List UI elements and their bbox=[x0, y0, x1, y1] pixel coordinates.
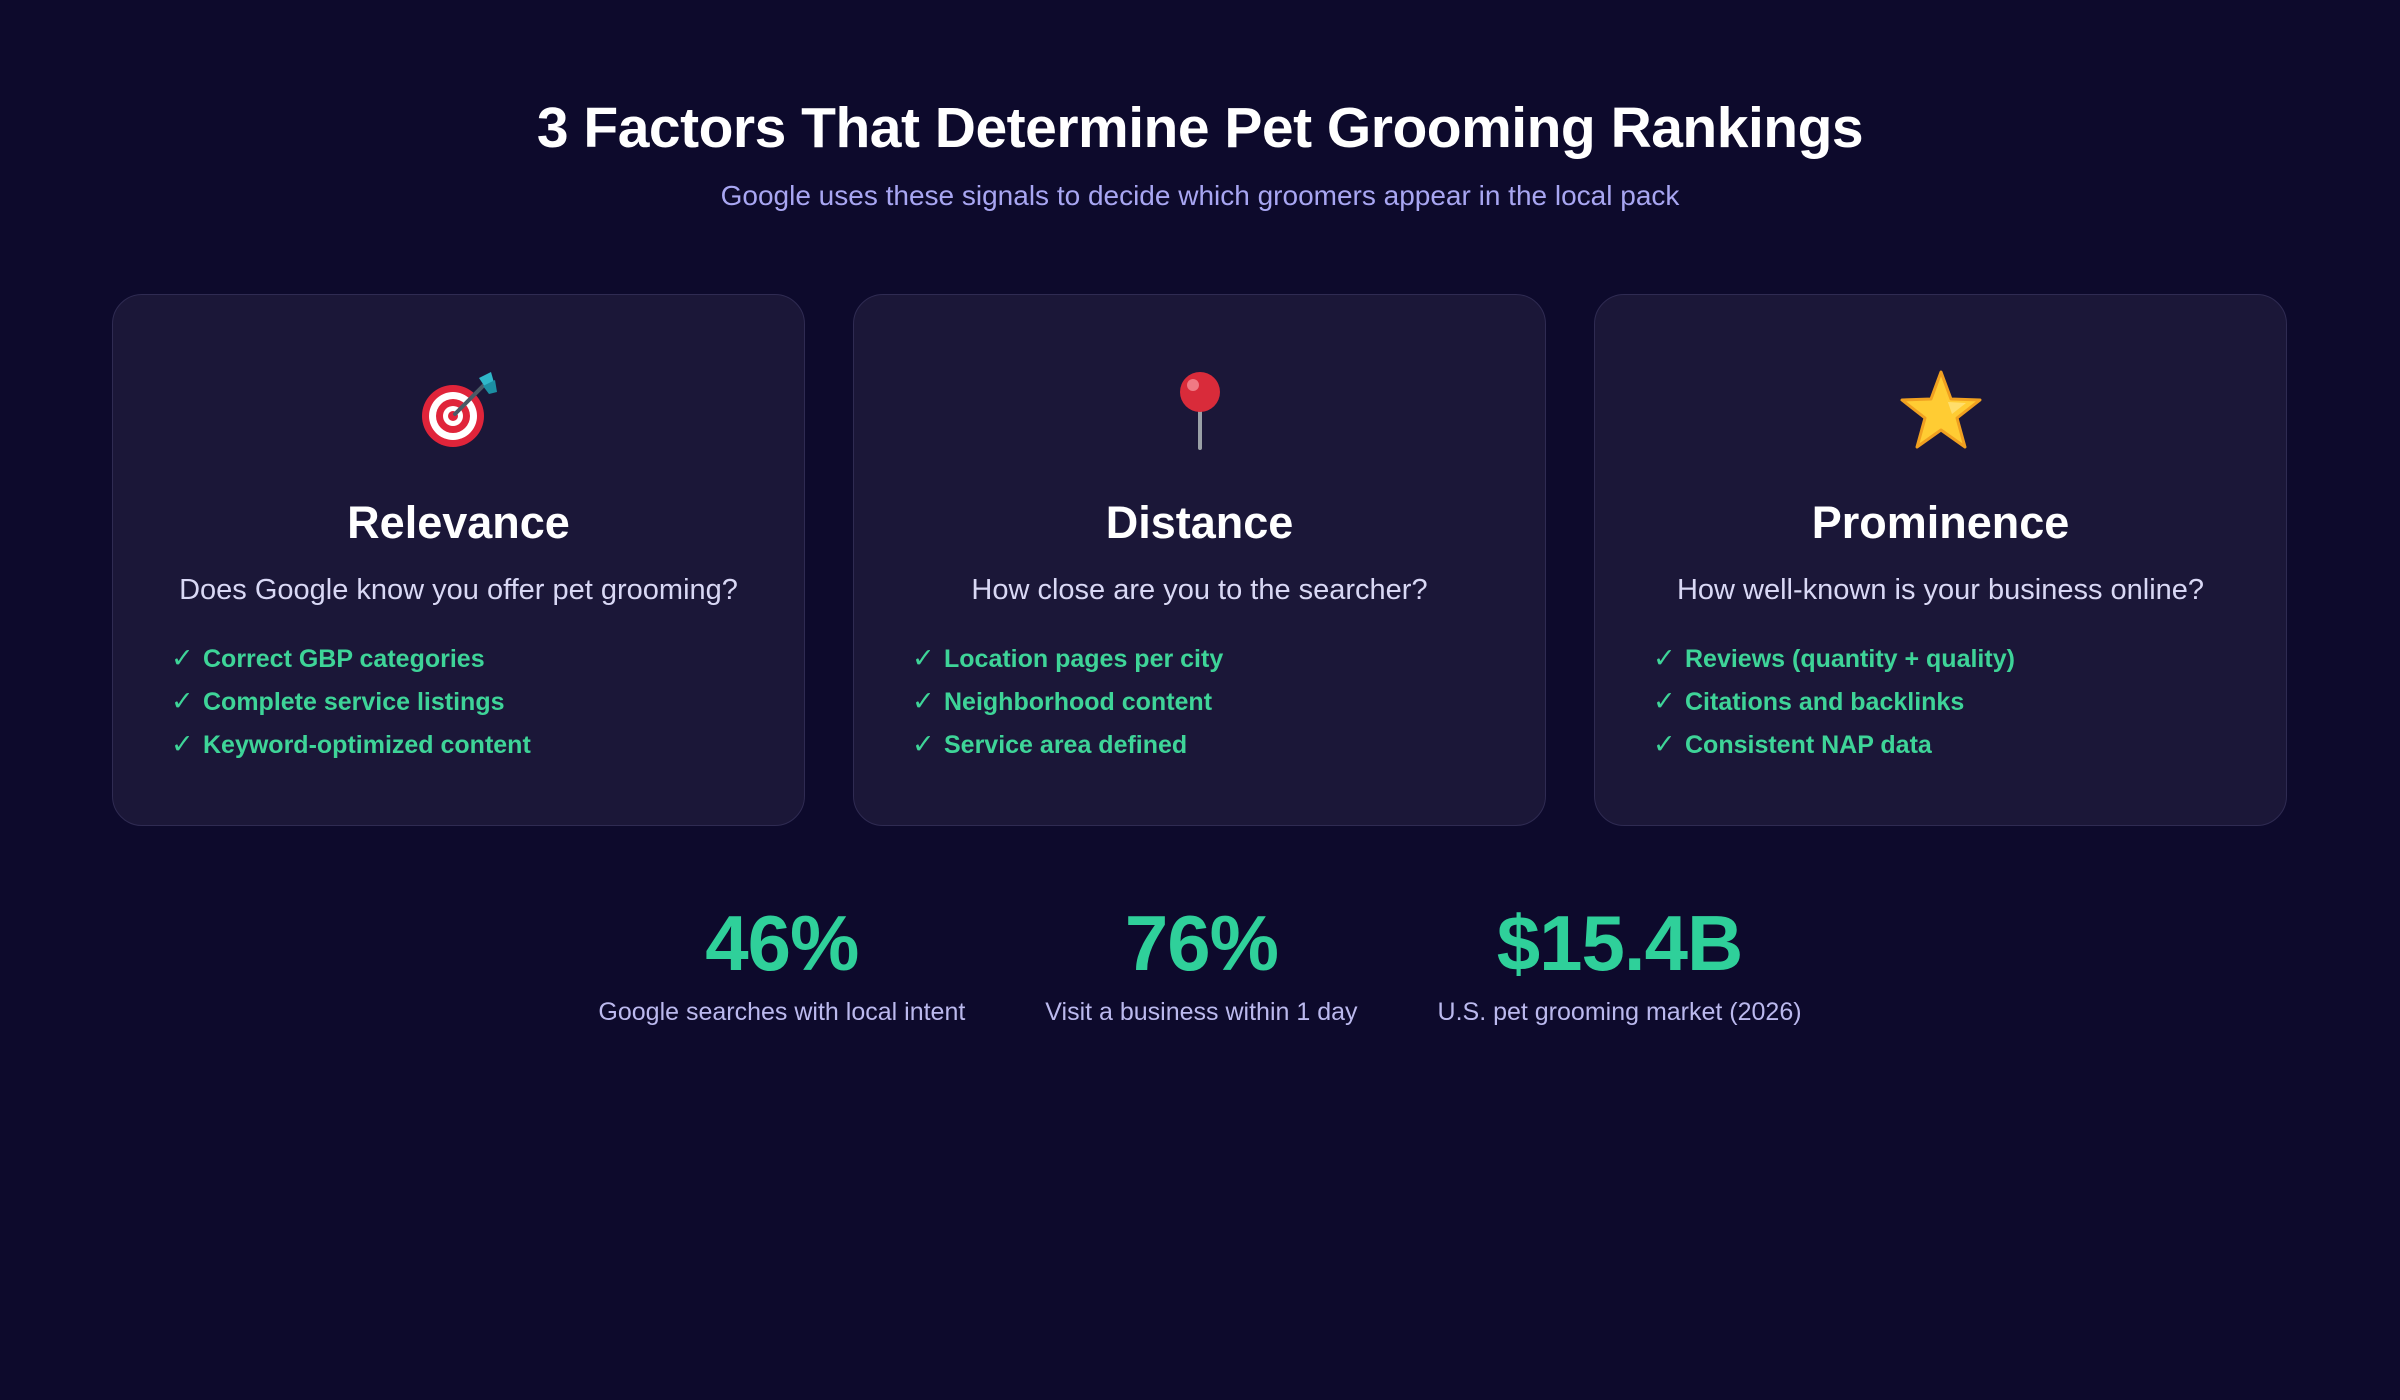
checklist-item: ✓ Location pages per city bbox=[912, 637, 1223, 680]
card-checklist: ✓ Correct GBP categories ✓ Complete servic… bbox=[171, 637, 531, 766]
card-checklist: ✓ Location pages per city ✓ Neighborhood c… bbox=[912, 637, 1223, 766]
header: 3 Factors That Determine Pet Grooming Ra… bbox=[0, 92, 2400, 214]
checklist-item: ✓ Keyword-optimized content bbox=[171, 723, 531, 766]
factor-card-relevance: Relevance Does Google know you offer pet… bbox=[112, 294, 805, 826]
star-icon bbox=[1595, 365, 2286, 455]
card-title: Relevance bbox=[347, 497, 570, 548]
stat-label: Visit a business within 1 day bbox=[1045, 998, 1358, 1026]
card-question: Does Google know you offer pet grooming? bbox=[179, 574, 738, 606]
factor-card-distance: Distance How close are you to the search… bbox=[853, 294, 1546, 826]
checklist-item: ✓ Reviews (quantity + quality) bbox=[1653, 637, 2015, 680]
checklist-item: ✓ Correct GBP categories bbox=[171, 637, 531, 680]
check-icon: ✓ bbox=[1653, 729, 1676, 759]
check-icon: ✓ bbox=[1653, 686, 1676, 716]
page-subtitle: Google uses these signals to decide whic… bbox=[720, 180, 1680, 211]
check-icon: ✓ bbox=[171, 643, 194, 673]
stat-market-size: $15.4B U.S. pet grooming market (2026) bbox=[1438, 900, 1802, 1028]
checklist-item: ✓ Complete service listings bbox=[171, 680, 531, 723]
stat-local-intent: 46% Google searches with local intent bbox=[598, 900, 965, 1028]
pushpin-icon bbox=[854, 365, 1545, 455]
stat-value: 76% bbox=[1124, 899, 1279, 987]
stats-row: 46% Google searches with local intent 76… bbox=[0, 900, 2400, 1028]
stat-value: $15.4B bbox=[1496, 899, 1744, 987]
checklist-item: ✓ Neighborhood content bbox=[912, 680, 1223, 723]
check-icon: ✓ bbox=[912, 729, 935, 759]
stat-value: 46% bbox=[705, 899, 859, 987]
card-question: How close are you to the searcher? bbox=[971, 574, 1428, 606]
target-icon bbox=[113, 365, 804, 455]
check-icon: ✓ bbox=[912, 643, 935, 673]
checklist-item: ✓ Consistent NAP data bbox=[1653, 723, 2015, 766]
factor-card-prominence: Prominence How well-known is your busine… bbox=[1594, 294, 2287, 826]
factor-cards: Relevance Does Google know you offer pet… bbox=[112, 294, 2288, 826]
card-title: Prominence bbox=[1811, 497, 2070, 548]
stat-visit-within-day: 76% Visit a business within 1 day bbox=[1045, 900, 1357, 1028]
page-title: 3 Factors That Determine Pet Grooming Ra… bbox=[536, 96, 1864, 160]
check-icon: ✓ bbox=[1653, 643, 1676, 673]
check-icon: ✓ bbox=[912, 686, 935, 716]
check-icon: ✓ bbox=[171, 686, 194, 716]
checklist-item: ✓ Citations and backlinks bbox=[1653, 680, 2015, 723]
stat-label: Google searches with local intent bbox=[598, 998, 966, 1026]
checklist-item: ✓ Service area defined bbox=[912, 723, 1223, 766]
check-icon: ✓ bbox=[171, 729, 194, 759]
card-title: Distance bbox=[1105, 497, 1294, 548]
card-question: How well-known is your business online? bbox=[1676, 574, 2205, 606]
card-checklist: ✓ Reviews (quantity + quality) ✓ Citations… bbox=[1653, 637, 2015, 766]
stat-label: U.S. pet grooming market (2026) bbox=[1437, 998, 1802, 1026]
